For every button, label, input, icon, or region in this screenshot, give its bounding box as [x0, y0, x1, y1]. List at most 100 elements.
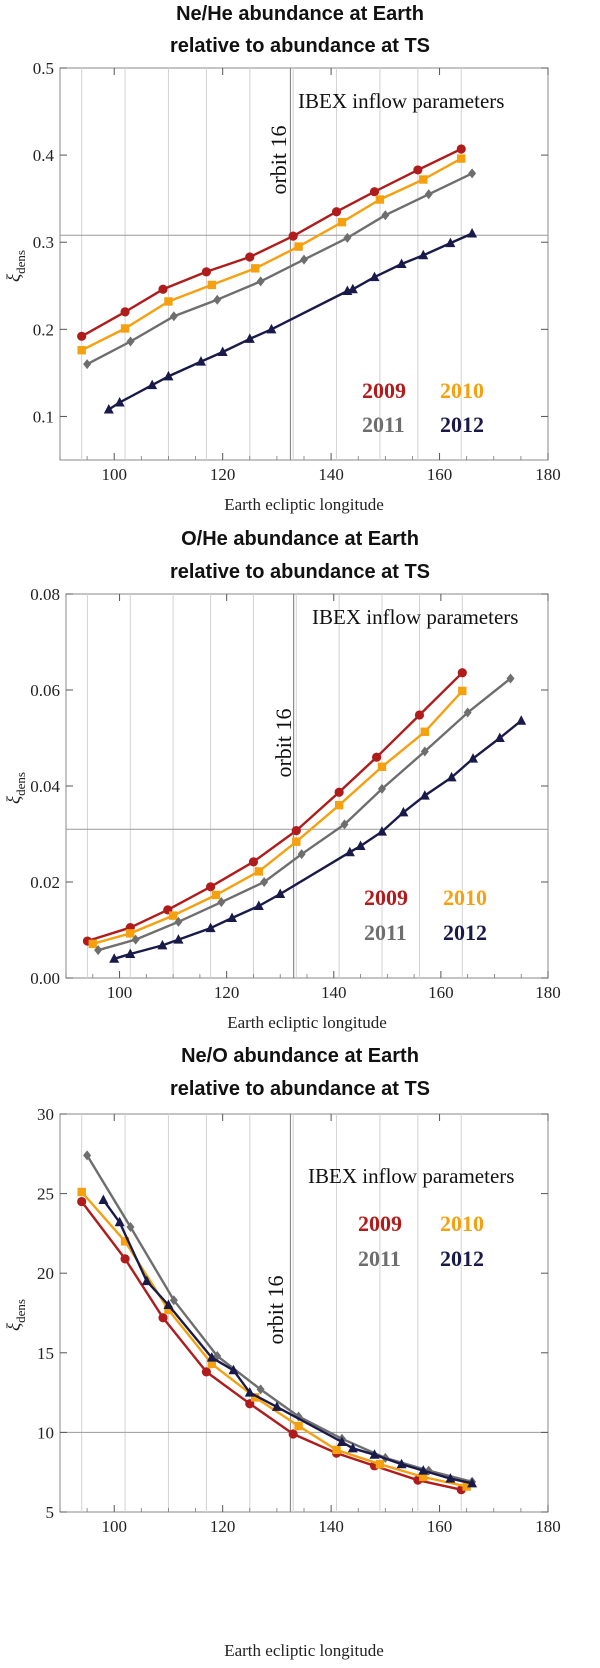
legend-entry-2009: 2009 [364, 885, 408, 910]
data-point-2009 [120, 1254, 130, 1264]
data-point-2009 [291, 826, 301, 836]
data-point-2012 [376, 826, 387, 836]
series-line-2010 [81, 157, 462, 352]
x-tick-label: 100 [101, 465, 127, 484]
data-point-2010 [211, 890, 221, 900]
data-point-2011 [381, 210, 390, 221]
data-point-2012 [347, 283, 358, 294]
data-point-2012 [125, 948, 136, 958]
x-tick-label: 160 [428, 983, 454, 1002]
data-point-2012 [157, 939, 168, 950]
chart-title-line-2: relative to abundance at TS [170, 561, 430, 583]
y-axis-label-sub: dens [13, 772, 28, 796]
data-point-2009 [201, 1367, 211, 1377]
data-point-2009 [77, 331, 87, 341]
data-point-2011 [297, 849, 306, 860]
data-point-2012 [398, 806, 409, 817]
data-point-2010 [334, 801, 344, 810]
data-point-2011 [256, 276, 265, 287]
x-tick-label: 100 [107, 983, 133, 1002]
legend-entry-2012: 2012 [440, 1246, 484, 1271]
series-2009 [77, 144, 466, 341]
chart-title-line-1: O/He abundance at Earth [181, 528, 419, 550]
y-tick-label: 0.3 [33, 233, 54, 252]
data-point-2012 [369, 271, 380, 282]
data-point-2010 [126, 929, 135, 938]
x-tick-label: 140 [318, 1517, 344, 1536]
series-line-2010 [80, 1191, 467, 1488]
data-point-2010 [77, 1187, 86, 1197]
chart-panel-1: Ne/He abundance at Earth relative to abun… [4, 3, 561, 514]
data-point-2010 [88, 939, 97, 949]
legend-entry-2010: 2010 [443, 885, 487, 910]
data-point-2011 [377, 783, 386, 794]
data-point-2010 [168, 911, 178, 920]
data-point-2010 [419, 175, 428, 184]
x-tick-label: 160 [427, 1517, 453, 1536]
series-2011 [83, 1150, 477, 1487]
orbit-16-label: orbit 16 [271, 708, 296, 777]
x-tick-label: 120 [214, 983, 240, 1002]
data-point-2012 [468, 753, 479, 763]
data-point-2012 [418, 249, 429, 260]
legend-entry-2010: 2010 [440, 1211, 484, 1236]
data-point-2012 [109, 953, 120, 963]
y-axis-label-main: ξ [4, 795, 25, 804]
y-tick-label: 0.08 [30, 585, 60, 604]
data-point-2010 [419, 1472, 428, 1482]
data-point-2012 [266, 323, 277, 334]
data-point-2011 [169, 311, 178, 322]
x-axis-label: Earth ecliptic longitude [224, 1641, 384, 1660]
inflow-annotation: IBEX inflow parameters [308, 1164, 514, 1188]
data-point-2010 [292, 837, 301, 846]
x-tick-label: 180 [535, 983, 561, 1002]
data-point-2010 [164, 1305, 173, 1315]
y-tick-label: 25 [37, 1185, 54, 1204]
y-tick-label: 0.5 [33, 59, 54, 78]
data-point-2009 [120, 307, 130, 317]
data-point-2009 [248, 857, 259, 867]
data-point-2012 [141, 1275, 152, 1286]
y-tick-label: 0.00 [30, 969, 60, 988]
data-point-2009 [158, 1313, 168, 1323]
series-line-2011 [86, 172, 473, 366]
data-point-2011 [506, 673, 515, 684]
data-point-2010 [120, 1237, 130, 1246]
data-point-2009 [206, 882, 216, 892]
legend-entry-2011: 2011 [362, 412, 405, 437]
data-point-2010 [254, 867, 263, 876]
data-point-2011 [83, 1150, 92, 1161]
series-2009 [82, 668, 467, 946]
y-tick-label: 0.2 [33, 320, 54, 339]
y-axis-label-main: ξ [4, 273, 25, 282]
data-point-2012 [163, 370, 174, 381]
series-2012 [109, 715, 527, 963]
data-point-2012 [467, 228, 478, 238]
data-point-2012 [446, 771, 457, 782]
y-axis-label: ξdens [4, 250, 28, 282]
data-point-2009 [334, 787, 344, 797]
data-point-2012 [163, 1299, 174, 1310]
data-point-2010 [457, 154, 466, 163]
data-point-2011 [300, 254, 308, 265]
data-point-2009 [288, 231, 298, 241]
orbit-16-label: orbit 16 [263, 1275, 288, 1344]
data-point-2012 [244, 1387, 255, 1397]
x-tick-label: 180 [535, 465, 561, 484]
chart-title-line-2: relative to abundance at TS [170, 35, 430, 57]
data-point-2010 [375, 1460, 385, 1469]
data-point-2011 [126, 336, 135, 347]
data-point-2010 [337, 217, 347, 227]
data-point-2012 [355, 840, 366, 850]
series-2011 [94, 673, 515, 956]
series-line-2010 [92, 690, 464, 946]
data-point-2012 [227, 912, 238, 922]
legend-entry-2010: 2010 [440, 378, 484, 403]
data-point-2012 [418, 1465, 429, 1475]
data-point-2012 [396, 1458, 407, 1469]
data-point-2010 [251, 1393, 260, 1402]
x-axis-label: Earth ecliptic longitude [227, 1013, 387, 1032]
data-point-2012 [114, 1216, 125, 1227]
data-point-2009 [456, 144, 466, 154]
